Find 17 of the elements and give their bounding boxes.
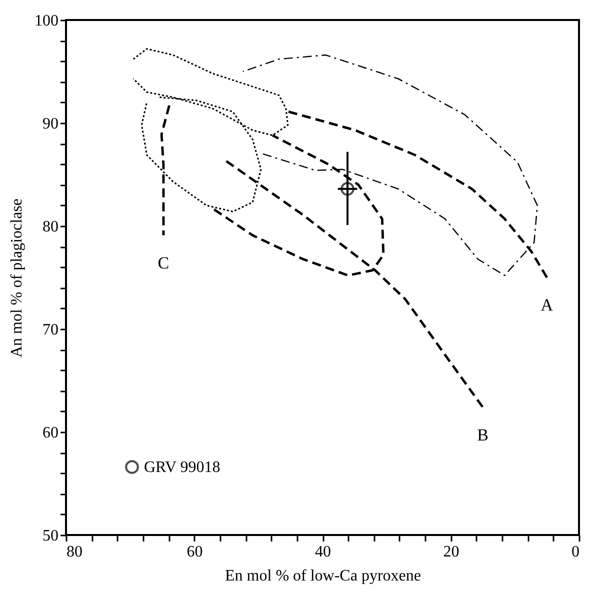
y-tick-label: 80 — [42, 218, 58, 236]
x-tick-label: 40 — [315, 544, 331, 560]
x-tick-label: 0 — [572, 544, 580, 560]
y-tick-label: 50 — [42, 528, 58, 544]
y-tick-label: 100 — [34, 12, 58, 30]
y-axis-title: An mol % of plagioclase — [8, 198, 26, 358]
x-tick-label: 80 — [66, 544, 82, 560]
y-tick-label: 90 — [42, 116, 58, 132]
legend-label: GRV 99018 — [144, 459, 220, 476]
y-tick-label: 70 — [42, 322, 58, 338]
y-tick-label: 60 — [42, 424, 58, 442]
x-tick-label: 20 — [443, 544, 460, 560]
series-label: A — [540, 296, 554, 314]
series-label: C — [158, 253, 170, 272]
x-tick-label: 60 — [186, 544, 203, 560]
series-label: B — [477, 425, 488, 444]
x-axis-title: En mol % of low-Ca pyroxene — [225, 568, 421, 584]
